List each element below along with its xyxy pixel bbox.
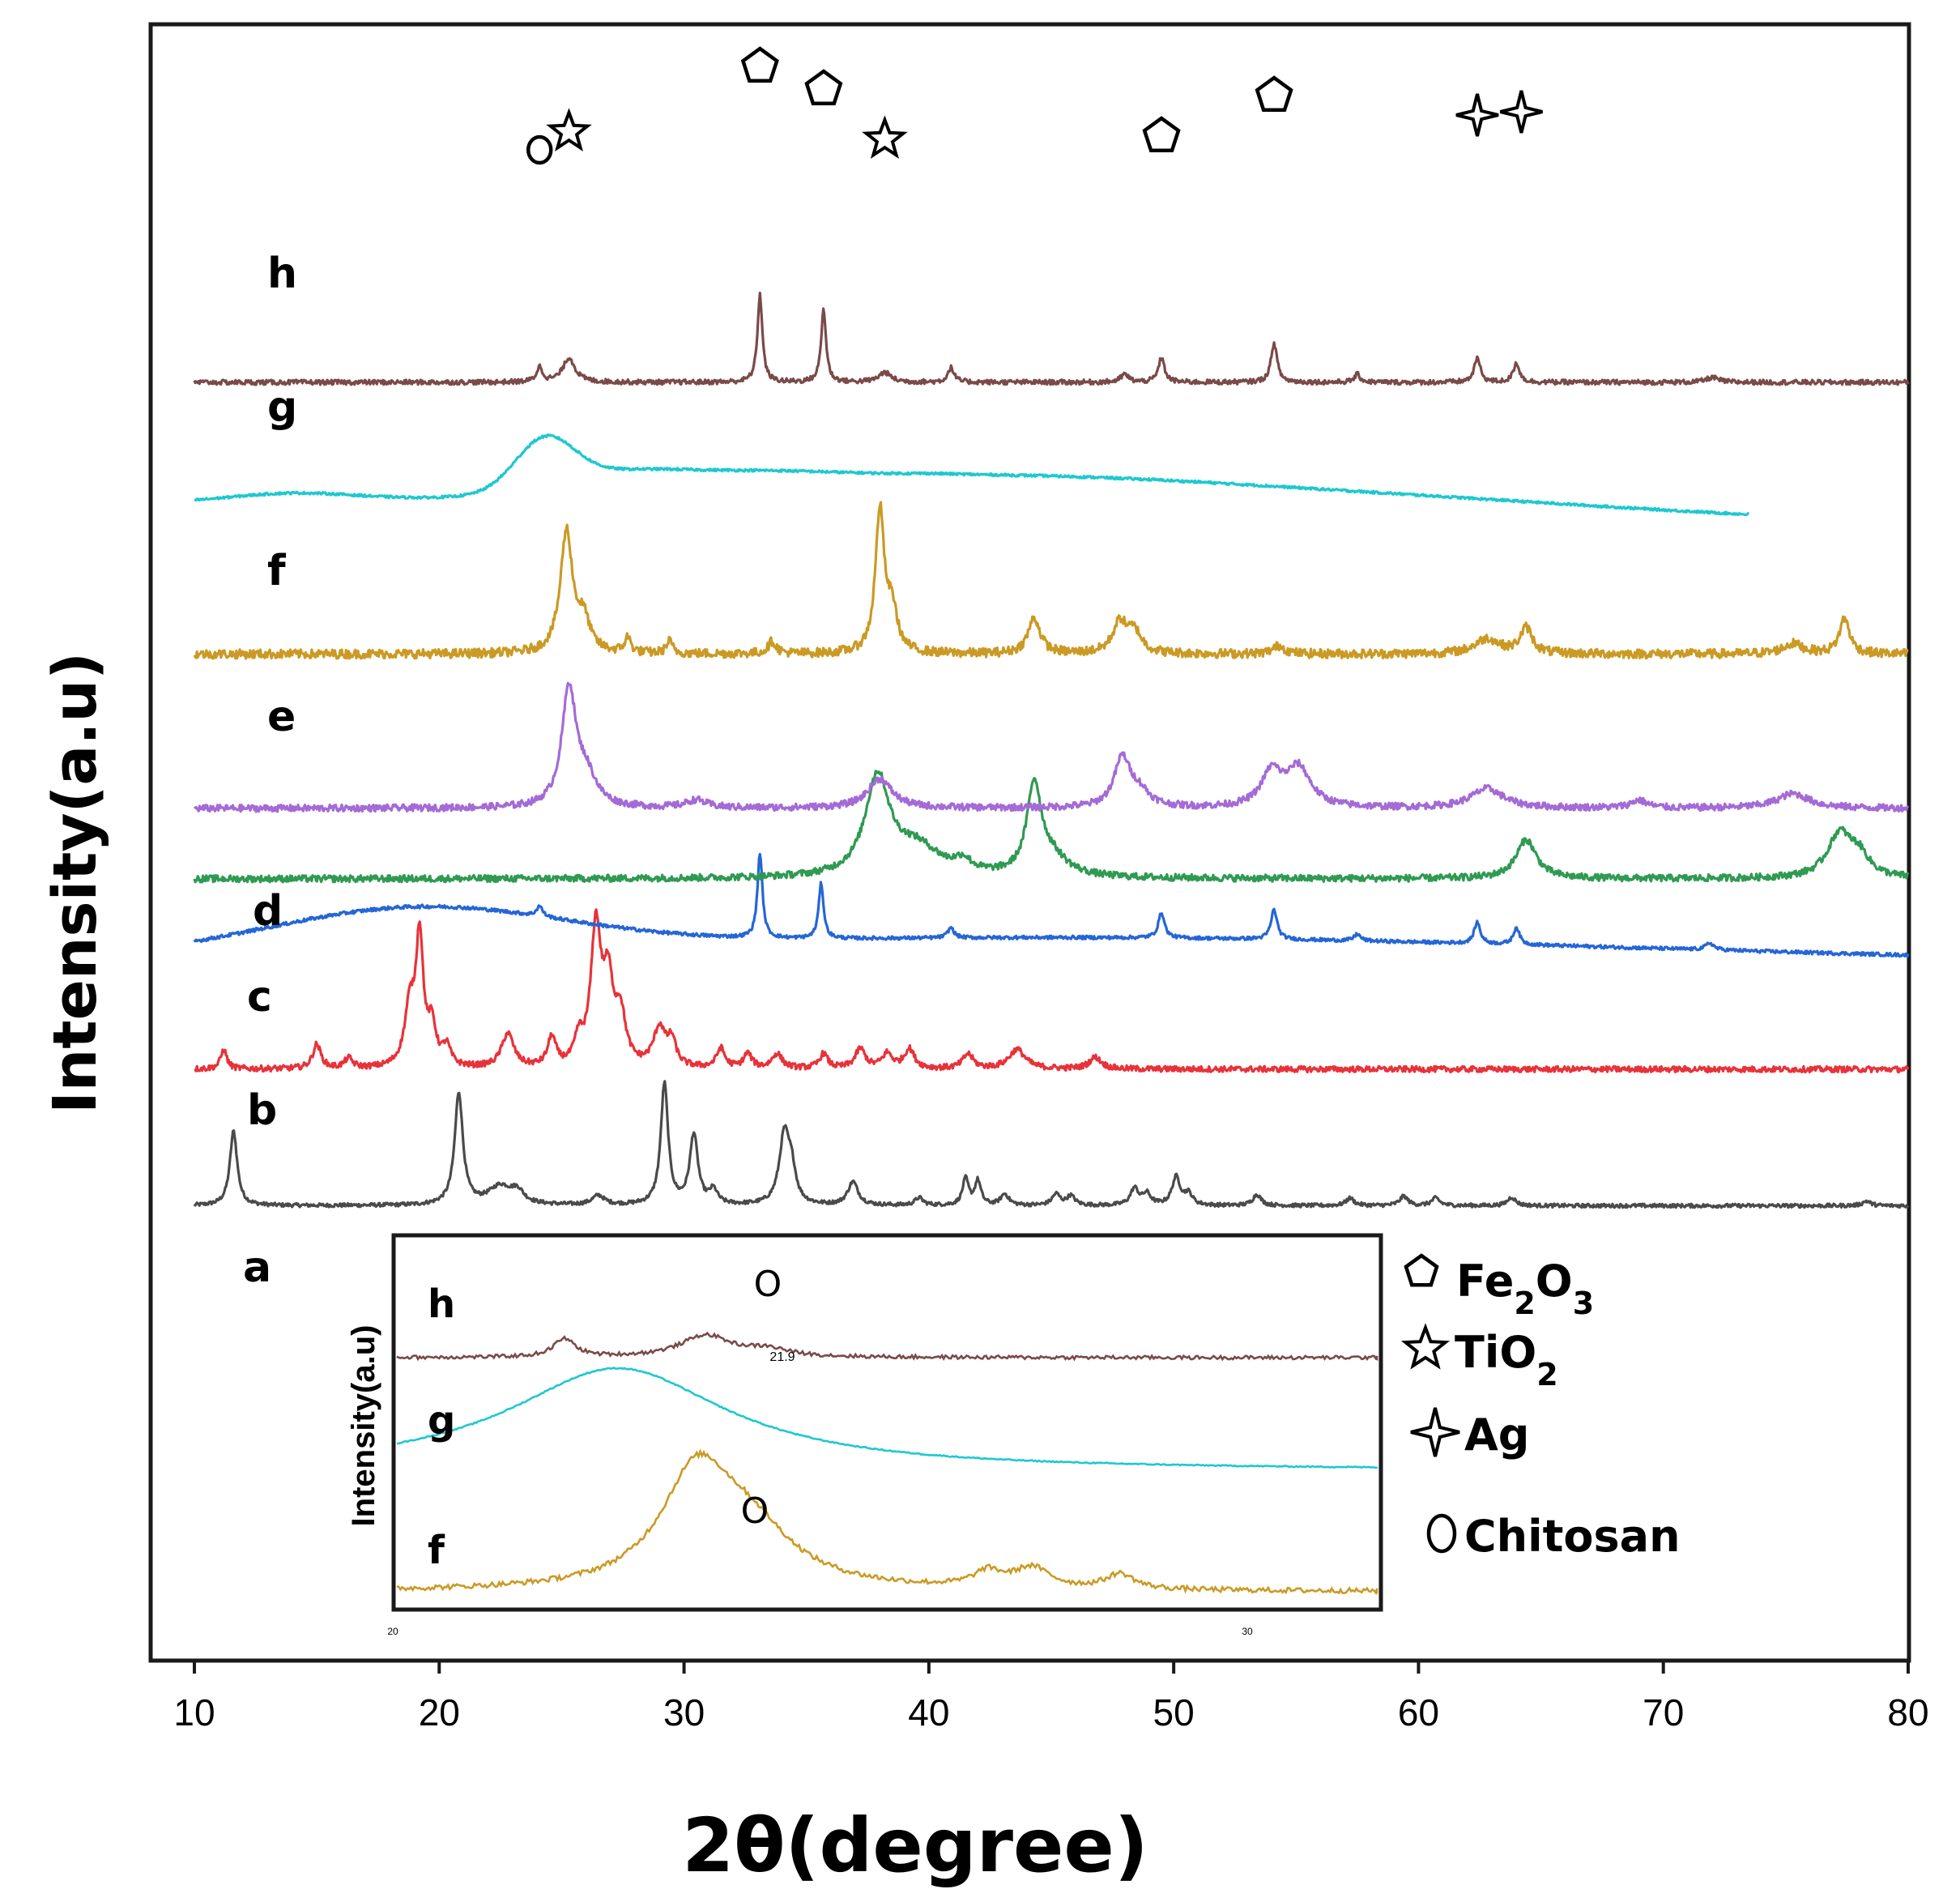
circle-icon <box>1426 1513 1457 1554</box>
inset-series-line-f <box>396 1448 1378 1596</box>
star-icon <box>862 115 908 160</box>
pentagon-icon <box>1404 1253 1439 1287</box>
x-tick-label: 40 <box>908 1691 949 1734</box>
series-label-h: h <box>267 249 297 298</box>
inset-circle-marker: O <box>754 1264 782 1305</box>
legend-label-fe2o3: Fe2O3 <box>1456 1256 1594 1321</box>
inset-series-label-f: f <box>428 1528 445 1573</box>
series-label-a: a <box>243 1243 271 1292</box>
star-icon <box>1400 1323 1451 1370</box>
star-icon <box>546 108 592 152</box>
legend-item-chitosan: Chitosan <box>1426 1511 1681 1562</box>
series-label-d: d <box>253 887 283 936</box>
plot-frame <box>148 22 1911 1663</box>
legend-item-tio2: TiO2 <box>1400 1323 1558 1392</box>
x-tick-label: 80 <box>1887 1691 1928 1734</box>
legend-item-ag: Ag <box>1410 1407 1529 1461</box>
series-line-b <box>194 908 1910 1074</box>
x-tick-label: 20 <box>419 1691 460 1734</box>
series-label-g: g <box>267 383 297 432</box>
inset-series-line-h <box>396 1331 1378 1362</box>
y-axis-title: Intensity(a.u) <box>40 652 110 1114</box>
sparkle-icon <box>1410 1407 1460 1457</box>
series-label-e: e <box>267 693 296 741</box>
inset-series-label-h: h <box>428 1282 455 1327</box>
x-tick-label: 30 <box>663 1691 705 1734</box>
inset-series-group <box>396 1331 1378 1596</box>
legend-label-chitosan: Chitosan <box>1464 1511 1681 1562</box>
circle-icon <box>1426 1513 1457 1554</box>
legend: Fe2O3 TiO2 Ag Chitosan <box>1400 1253 1681 1562</box>
series-label-b: b <box>247 1086 277 1135</box>
inset-frame <box>391 1233 1383 1612</box>
series-line-e <box>193 681 1910 813</box>
series-group <box>193 292 1910 1209</box>
inset-series-label-g: g <box>428 1398 455 1444</box>
inset-x-tick-label: 20 <box>387 1626 398 1637</box>
series-line-f <box>193 501 1909 660</box>
legend-label-ag: Ag <box>1464 1409 1529 1461</box>
series-label-f: f <box>267 547 287 595</box>
sparkle-icon <box>1499 90 1543 134</box>
x-axis-ticks: 10 20 30 40 50 60 70 80 <box>173 1661 1929 1734</box>
star-icon <box>1400 1323 1451 1370</box>
inset-annotation: 21.9 <box>769 1350 795 1364</box>
pentagon-icon <box>740 46 779 83</box>
legend-label-tio2: TiO2 <box>1455 1327 1558 1392</box>
inset-x-tick-label: 30 <box>1242 1626 1253 1637</box>
inset-plot: Intensity(a.u) 20 30 h g f O O 21.9 <box>346 1233 1383 1637</box>
x-axis-title: 2θ(degree) <box>682 1802 1148 1889</box>
pentagon-icon <box>804 69 843 106</box>
sparkle-icon <box>1455 93 1499 137</box>
series-line-a <box>193 1080 1910 1209</box>
circle-icon <box>526 134 553 165</box>
sparkle-icon <box>1410 1407 1460 1457</box>
peak-markers <box>526 46 1543 165</box>
pentagon-icon <box>1404 1253 1439 1287</box>
series-labels: a b cd e f g h <box>243 249 297 1292</box>
x-tick-label: 60 <box>1398 1691 1439 1734</box>
inset-series-line-g <box>396 1367 1378 1469</box>
x-tick-label: 70 <box>1643 1691 1684 1734</box>
legend-item-fe2o3: Fe2O3 <box>1404 1253 1594 1321</box>
series-label-c: c <box>247 973 272 1021</box>
pentagon-icon <box>1255 75 1293 113</box>
x-tick-label: 50 <box>1153 1691 1195 1734</box>
x-tick-label: 10 <box>173 1691 215 1734</box>
inset-circle-marker: O <box>741 1490 769 1532</box>
series-line-g <box>194 433 1750 517</box>
series-line-h <box>193 292 1910 386</box>
pentagon-icon <box>1142 116 1181 153</box>
series-line-d <box>193 770 1910 884</box>
inset-y-axis-title: Intensity(a.u) <box>346 1325 381 1527</box>
series-line-c <box>193 852 1910 958</box>
